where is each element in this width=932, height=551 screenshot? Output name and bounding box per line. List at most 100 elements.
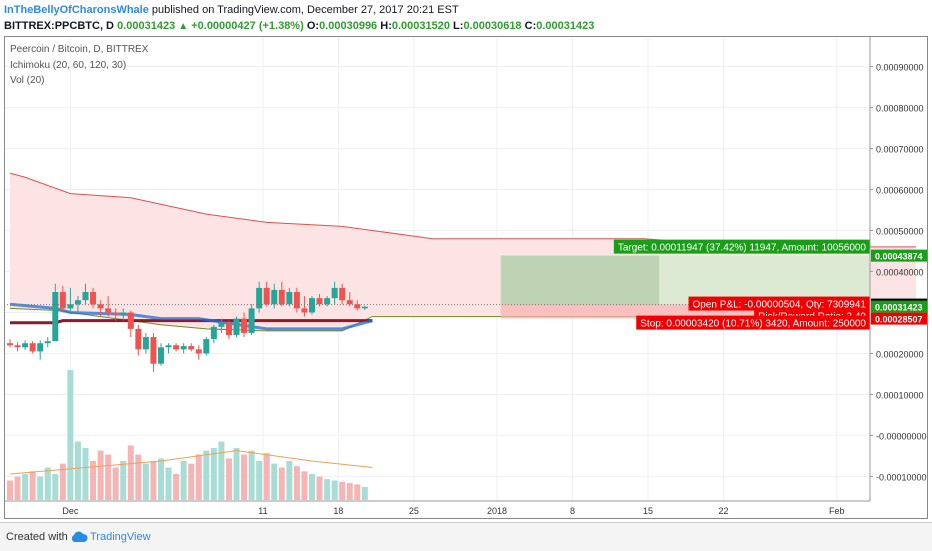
volume-bar <box>97 450 104 500</box>
time-tick-label: 2018 <box>487 506 507 516</box>
candle-body <box>59 291 66 309</box>
stop-label-text: Stop: 0.00003420 (10.71%) 3420, Amount: … <box>640 319 866 330</box>
volume-bar <box>195 454 202 500</box>
chart-frame <box>4 36 928 519</box>
base-line <box>9 302 373 331</box>
legend-ichimoku: Ichimoku (20, 60, 120, 30) <box>10 60 126 71</box>
target-label-box <box>613 239 870 254</box>
volume-bar <box>271 463 278 500</box>
candle-body <box>74 300 81 305</box>
pnl-label-box <box>688 296 870 311</box>
candle-body <box>127 312 134 329</box>
volume-bar <box>173 474 180 500</box>
volume-bar <box>165 467 172 500</box>
price-chart[interactable]: Target: 0.00011947 (37.42%) 11947, Amoun… <box>4 36 928 519</box>
price-tick-label: -0.00000000 <box>876 431 927 441</box>
volume-bar <box>218 441 225 500</box>
candle-body <box>324 298 331 305</box>
volume-bar <box>112 467 119 500</box>
candle-body <box>361 306 368 309</box>
volume-bar <box>293 466 300 500</box>
candle-body <box>331 287 338 299</box>
volume-bar <box>142 463 149 500</box>
volume-bar <box>74 441 81 500</box>
candle-body <box>278 289 285 305</box>
candle-body <box>339 287 346 301</box>
volume-bars <box>7 370 373 500</box>
candle-body <box>150 337 157 364</box>
chart-legend: Peercoin / Bitcoin, D, BITTREX Ichimoku … <box>10 44 149 86</box>
publish-info: published on TradingView.com, December 2… <box>151 4 459 16</box>
time-tick-label: 8 <box>570 506 575 516</box>
candle-body <box>52 291 59 342</box>
candle-body <box>44 341 51 344</box>
volume-bar <box>59 463 66 500</box>
volume-bar <box>354 484 361 500</box>
candle-body <box>218 322 225 327</box>
candle-body <box>158 347 164 364</box>
volume-bar <box>339 481 346 500</box>
price-tick-label: 0.00010000 <box>876 390 924 400</box>
candle-body <box>105 308 112 313</box>
time-tick-label: Dec <box>62 506 79 516</box>
tradingview-brand[interactable]: TradingView <box>90 531 151 543</box>
publish-header: InTheBellyOfCharonsWhale published on Tr… <box>4 2 459 18</box>
time-tick-label: Feb <box>829 506 845 516</box>
candle-body <box>188 346 195 350</box>
target-zone <box>500 255 660 305</box>
high-value: 0.00031520 <box>391 20 450 32</box>
volume-bar <box>44 467 51 500</box>
long-position-tool[interactable]: Target: 0.00011947 (37.42%) 11947, Amoun… <box>4 239 870 330</box>
candle-body <box>180 346 187 350</box>
volume-bar <box>361 487 368 500</box>
price-label-text: 0.00031423 <box>875 303 923 313</box>
candle-body <box>165 345 172 348</box>
price-label-box <box>871 249 927 262</box>
volume-bar <box>256 461 263 500</box>
volume-bar <box>188 463 195 500</box>
candle-body <box>29 343 36 352</box>
target-label-text: Target: 0.00011947 (37.42%) 11947, Amoun… <box>618 243 867 254</box>
volume-bar <box>203 450 210 500</box>
stop-label-box <box>636 315 870 330</box>
candle-body <box>14 345 21 348</box>
candle-body <box>233 318 240 336</box>
volume-bar <box>278 467 285 500</box>
candle-body <box>263 287 270 305</box>
candle-body <box>316 298 323 305</box>
candle-body <box>22 343 29 348</box>
change-value: +0.00000427 (+1.38%) <box>191 20 304 32</box>
target-zone-extension <box>659 255 870 305</box>
volume-bar <box>105 454 112 500</box>
price-value: 0.00031423 <box>117 20 176 32</box>
candle-body <box>346 300 353 305</box>
candle-body <box>225 322 232 336</box>
volume-bar <box>331 480 338 500</box>
candle-body <box>120 312 127 315</box>
candle-body <box>135 328 142 350</box>
close-value: 0.00031423 <box>536 20 595 32</box>
candle-body <box>142 337 149 350</box>
volume-bar <box>233 448 240 500</box>
volume-bar <box>82 448 89 500</box>
price-tick-label: 0.00020000 <box>876 349 924 359</box>
volume-bar <box>248 450 255 500</box>
candle-body <box>301 308 308 313</box>
candle-body <box>203 339 210 354</box>
price-label-text: 0.00043874 <box>875 252 923 262</box>
tradingview-cloud-icon <box>71 531 88 542</box>
author-link[interactable]: InTheBellyOfCharonsWhale <box>4 4 149 16</box>
low-value: 0.00030618 <box>463 20 522 32</box>
candles <box>7 281 368 372</box>
low-label: L: <box>453 20 464 32</box>
volume-bar <box>127 445 134 500</box>
time-tick-label: 22 <box>718 506 728 516</box>
candle-body <box>286 291 293 305</box>
ohlc-bar: BITTREX:PPCBTC, D 0.00031423 ▲ +0.000004… <box>4 18 594 34</box>
volume-bar <box>135 454 142 500</box>
volume-bar <box>90 461 97 500</box>
candle-body <box>210 326 217 340</box>
price-label-box <box>871 300 927 313</box>
candle-body <box>354 304 361 309</box>
price-label-text: 0.00028507 <box>875 315 923 325</box>
